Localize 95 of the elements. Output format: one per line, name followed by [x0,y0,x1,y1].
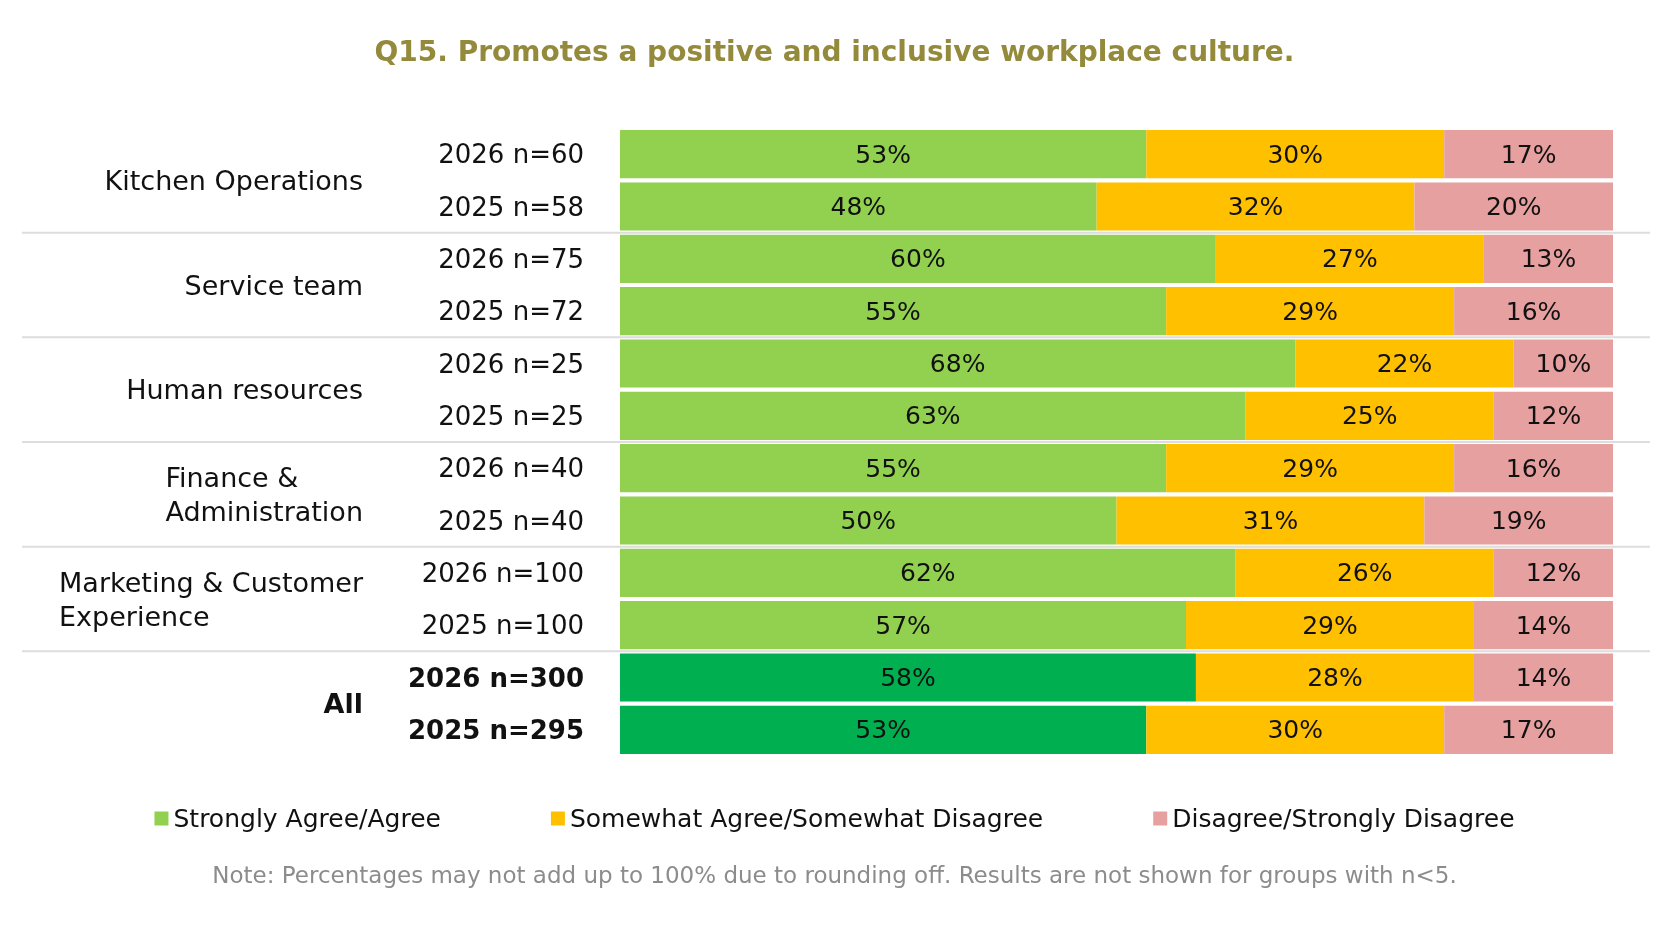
bar [1444,705,1613,754]
bar [1493,391,1613,440]
legend-label: Somewhat Agree/Somewhat Disagree [569,804,1044,833]
bar [620,705,1147,754]
text: Finance & Administration [165,461,364,527]
data-label: 55% [865,296,921,326]
text: Note: Percentages may not add up to 100% due to rounding off. Results are not shown for groups with n<5. [212,861,1457,888]
text: Kitchen Operations [104,164,364,196]
data-label: 10% [1535,349,1592,378]
bar [1195,653,1474,702]
data-label: 29% [1302,610,1358,640]
y-tick-label: 2026 n=100 [421,557,584,588]
bar [1454,444,1613,493]
data-label: 13% [1520,244,1577,274]
data-label: 25% [1341,401,1398,431]
y-tick-label: 2025 n=100 [421,610,584,641]
bar [1215,234,1484,283]
data-label: 16% [1505,453,1562,483]
bar [620,496,1117,545]
bar [620,287,1167,336]
y-tick-label: 2026 n=300 [408,662,584,693]
data-label: 22% [1376,349,1433,378]
legend-label: Disagree/Strongly Disagree [1172,804,1515,833]
bar [1146,705,1445,754]
bar [1146,130,1445,179]
y-tick-label: 2026 n=25 [438,348,584,379]
text: Service team [184,269,364,301]
bar [1473,653,1613,702]
text: All [323,688,363,720]
bar [1424,496,1613,545]
bar [1116,496,1425,545]
bar [1166,287,1455,336]
data-label: 48% [830,192,887,221]
y-tick-label: 2025 n=72 [438,296,584,327]
bar [1444,130,1613,179]
bar [620,234,1216,283]
data-label: 32% [1227,192,1284,221]
data-label: 27% [1322,244,1378,274]
bar [1235,548,1494,597]
bar [1245,391,1494,440]
bar [1513,339,1613,388]
data-label: 53% [855,139,911,169]
data-label: 55% [865,453,921,483]
bar [620,391,1246,440]
y-tick-label: 2025 n=25 [438,400,584,431]
bar [620,601,1187,650]
y-tick-label: 2025 n=295 [408,714,584,745]
bar [620,653,1196,702]
bar [1493,548,1613,597]
data-label: 58% [880,663,936,692]
data-label: 30% [1267,715,1324,745]
y-tick-label: 2025 n=58 [438,191,584,222]
data-label: 19% [1490,506,1547,535]
data-label: 57% [875,610,931,640]
chart-title: Q15. Promotes a positive and inclusive workplace culture. [374,34,1295,68]
bar [620,182,1097,231]
bar [1295,339,1514,388]
text: Marketing & Customer Experience [59,566,364,632]
data-label: 29% [1282,453,1338,483]
y-tick-label: 2025 n=40 [438,505,584,536]
data-label: 53% [855,715,911,745]
y-tick-label: 2026 n=75 [438,243,584,274]
data-label: 14% [1515,610,1572,640]
data-label: 31% [1242,506,1299,535]
bar [1096,182,1415,231]
data-label: 50% [840,506,897,535]
bar [620,130,1147,179]
text: Human resources [126,374,364,406]
bar [620,444,1167,493]
data-label: 68% [929,349,986,378]
bar [620,339,1296,388]
data-label: 12% [1525,558,1582,588]
bar [1186,601,1474,650]
data-label: 14% [1515,663,1572,692]
data-label: 17% [1500,715,1557,745]
data-label: 16% [1505,296,1562,326]
data-label: 17% [1500,139,1557,169]
bar [1166,444,1455,493]
y-tick-label: 2026 n=60 [438,139,584,170]
data-label: 30% [1267,139,1324,169]
data-label: 29% [1282,296,1338,326]
data-label: 63% [905,401,961,431]
bar [1454,287,1613,336]
bar [620,548,1236,597]
data-label: 60% [890,244,946,274]
data-label: 12% [1525,401,1582,431]
bar [1473,601,1613,650]
legend-label: Strongly Agree/Agree [173,804,441,833]
y-tick-label: 2026 n=40 [438,453,584,484]
bar [1483,234,1613,283]
data-label: 62% [900,558,956,588]
data-label: 28% [1307,663,1363,692]
data-label: 20% [1485,192,1542,221]
data-label: 26% [1336,558,1393,588]
bar [1414,182,1613,231]
